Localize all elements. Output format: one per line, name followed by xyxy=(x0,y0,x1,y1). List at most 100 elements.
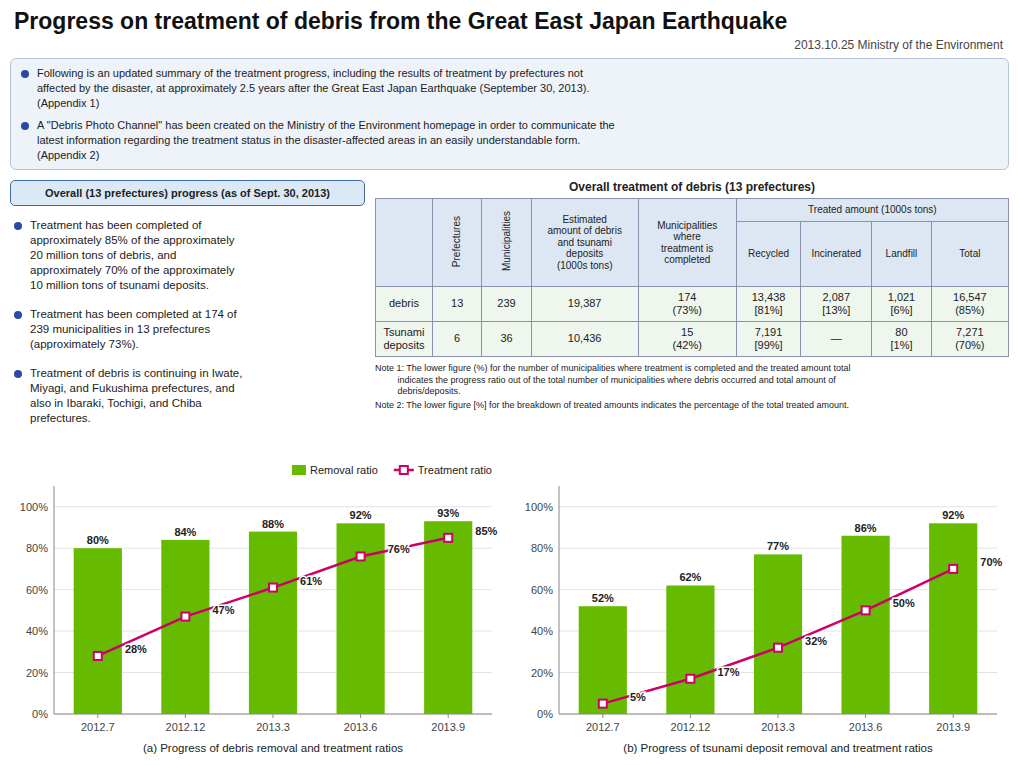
x-tick-label: 2013.6 xyxy=(344,721,378,733)
grid-line xyxy=(54,506,492,507)
row-label: debris xyxy=(376,287,433,322)
table-cell: 36 xyxy=(482,322,531,357)
y-axis-line xyxy=(559,486,560,714)
table-cell: 1,021 [6%] xyxy=(872,287,932,322)
x-tick xyxy=(360,714,361,718)
table-cell-text: 239 xyxy=(497,297,515,309)
section-title: Overall (13 prefectures) progress (as of… xyxy=(10,180,365,206)
y-tick-label: 0% xyxy=(32,708,48,720)
table-cell: 239 xyxy=(482,287,531,322)
bar xyxy=(842,536,890,714)
y-tick-label: 80% xyxy=(531,542,553,554)
bar xyxy=(929,523,977,714)
column-header: Recycled xyxy=(736,222,801,287)
column-header: Landfill xyxy=(872,222,932,287)
column-header-text: Incinerated xyxy=(812,248,861,259)
x-tick xyxy=(448,714,449,718)
row-label-text: Tsunami deposits xyxy=(383,326,424,351)
legend-label: Removal ratio xyxy=(310,464,378,476)
note: Note 2: The lower figure [%] for the bre… xyxy=(375,400,1009,412)
table-cell-text: 10,436 xyxy=(568,332,602,344)
table-cell-text: 19,387 xyxy=(568,297,602,309)
point-item: Treatment of debris is continuing in Iwa… xyxy=(10,366,365,426)
x-tick-label: 2012.12 xyxy=(671,721,711,733)
table-cell: 6 xyxy=(432,322,481,357)
column-header-text: Municipalities where treatment is comple… xyxy=(657,220,717,266)
point-item: Treatment has been completed of approxim… xyxy=(10,218,365,293)
column-header-text: Recycled xyxy=(748,248,789,259)
table-cell: — xyxy=(801,322,872,357)
bullet-dot xyxy=(14,370,22,378)
table-area: Overall treatment of debris (13 prefectu… xyxy=(375,180,1009,412)
legend: Removal ratioTreatment ratio xyxy=(292,464,492,476)
legend-swatch xyxy=(292,465,306,475)
x-tick xyxy=(602,714,603,718)
table-cell: 2,087 [13%] xyxy=(801,287,872,322)
table-cell: 10,436 xyxy=(531,322,638,357)
column-header-text: Municipalities xyxy=(501,211,513,271)
bar-label: 93% xyxy=(437,507,459,519)
y-tick-label: 100% xyxy=(20,501,48,513)
table-cell-text: 13,438 [81%] xyxy=(752,291,786,316)
title: Progress on treatment of debris from the… xyxy=(14,8,787,35)
bar xyxy=(754,554,802,714)
x-tick xyxy=(953,714,954,718)
bar xyxy=(74,548,122,714)
point-text: Treatment has been completed of approxim… xyxy=(30,218,365,293)
x-tick-label: 2012.12 xyxy=(166,721,206,733)
x-tick xyxy=(273,714,274,718)
info-text: Following is an updated summary of the t… xyxy=(37,66,590,111)
line-label: 50% xyxy=(893,597,915,609)
bar-label: 80% xyxy=(87,534,109,546)
column-header: Total xyxy=(931,222,1008,287)
table-cell-text: 6 xyxy=(454,332,460,344)
point-text: Treatment has been completed at 174 of 2… xyxy=(30,307,365,352)
info-box: Following is an updated summary of the t… xyxy=(10,58,1009,170)
chart: 0%20%40%60%80%100%2012.72012.122013.3201… xyxy=(10,460,504,760)
x-tick xyxy=(185,714,186,718)
grid-line xyxy=(559,506,997,507)
y-tick-label: 100% xyxy=(525,501,553,513)
table-cell-text: 7,271 (70%) xyxy=(955,326,984,351)
bar-label: 86% xyxy=(855,522,877,534)
marker xyxy=(599,700,607,708)
table-cell-text: 1,021 [6%] xyxy=(888,291,916,316)
line-label: 70% xyxy=(980,556,1002,568)
marker xyxy=(357,552,365,560)
table-cell: 7,191 [99%] xyxy=(736,322,801,357)
table-cell: 13,438 [81%] xyxy=(736,287,801,322)
left-column: Overall (13 prefectures) progress (as of… xyxy=(10,180,365,426)
bullet-dot xyxy=(21,122,29,130)
table-cell: 174 (73%) xyxy=(638,287,736,322)
bar xyxy=(249,532,297,714)
marks xyxy=(74,521,473,714)
table-cell-text: 36 xyxy=(500,332,512,344)
x-tick-label: 2013.3 xyxy=(761,721,795,733)
x-tick-label: 2012.7 xyxy=(586,721,620,733)
column-header: Prefectures xyxy=(432,199,481,287)
y-tick-label: 20% xyxy=(531,667,553,679)
bar-label: 62% xyxy=(679,571,701,583)
info-text: A "Debris Photo Channel" has been create… xyxy=(37,118,615,163)
point-item: Treatment has been completed at 174 of 2… xyxy=(10,307,365,352)
marker xyxy=(94,652,102,660)
line-label: 5% xyxy=(630,691,646,703)
data-labels: 52%62%77%86%92%5%17%32%50%70% xyxy=(592,509,1003,702)
y-tick-label: 60% xyxy=(26,584,48,596)
column-header: Municipalities xyxy=(482,199,531,287)
line-label: 61% xyxy=(300,575,322,587)
bar-label: 92% xyxy=(350,509,372,521)
marker xyxy=(862,606,870,614)
table-cell: 7,271 (70%) xyxy=(931,322,1008,357)
marker xyxy=(686,675,694,683)
x-tick-label: 2012.7 xyxy=(81,721,115,733)
bullet-dot xyxy=(14,222,22,230)
table-cell-text: — xyxy=(831,332,842,344)
marker xyxy=(949,565,957,573)
table: Prefectures Municipalities Estimated amoun… xyxy=(375,198,1009,357)
table-cell-text: 16,547 (85%) xyxy=(953,291,987,316)
column-header: Municipalities where treatment is comple… xyxy=(638,199,736,287)
table-cell: 13 xyxy=(432,287,481,322)
y-tick-label: 80% xyxy=(26,542,48,554)
column-header-text: Estimated amount of debris and tsunami d… xyxy=(547,214,622,271)
